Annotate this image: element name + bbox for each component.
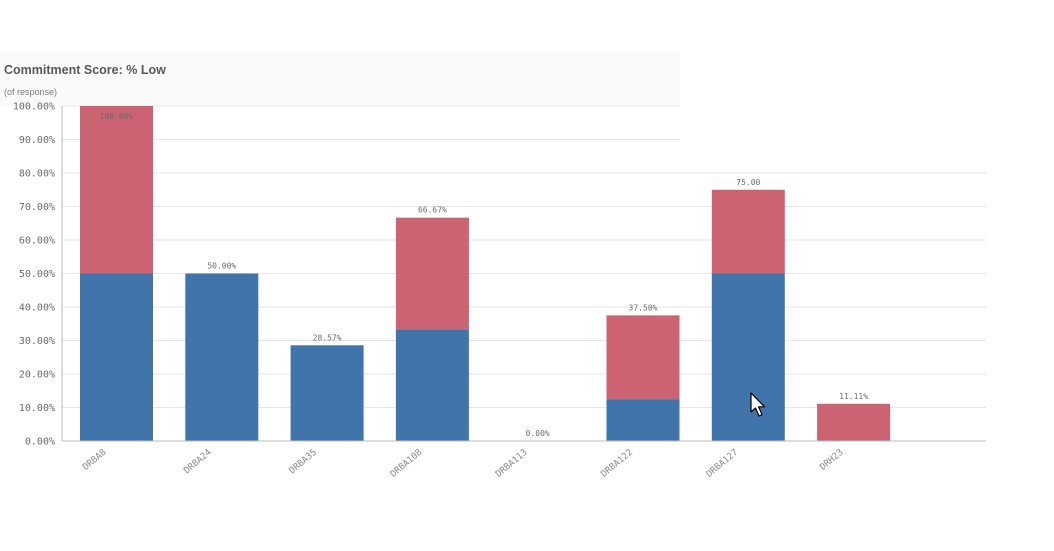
chart-header-background xyxy=(0,52,680,106)
y-tick-label: 20.00% xyxy=(19,370,55,381)
bar-segment-drba108-1[interactable] xyxy=(395,329,469,441)
x-tick-label: DRBA24 xyxy=(182,448,213,477)
bars[interactable] xyxy=(80,106,891,442)
data-label: 66.67% xyxy=(418,206,447,215)
bar-segment-drba8-1[interactable] xyxy=(80,273,153,442)
y-tick-label: 50.00% xyxy=(19,269,55,280)
y-tick-label: 60.00% xyxy=(19,236,55,247)
chart-subtitle: (of response) xyxy=(4,87,58,97)
data-label: 100.00% xyxy=(100,112,134,121)
y-tick-label: 80.00% xyxy=(19,169,55,180)
mouse-pointer-icon xyxy=(750,392,766,417)
y-tick-label: 90.00% xyxy=(19,135,55,146)
y-tick-label: 30.00% xyxy=(19,336,55,347)
data-label: 28.57% xyxy=(313,333,342,342)
data-label: 37.50% xyxy=(629,303,658,312)
bar-segment-drba127-1[interactable] xyxy=(711,273,785,442)
x-tick-label: DRBA127 xyxy=(705,448,740,480)
bar-segment-drba108-2[interactable] xyxy=(395,217,469,330)
x-tick-label: DRBA35 xyxy=(288,448,319,477)
y-tick-label: 100.00% xyxy=(13,102,55,113)
data-label: 50.00% xyxy=(207,262,236,271)
bar-segment-drba122-1[interactable] xyxy=(606,399,680,441)
chart-title: Commitment Score: % Low xyxy=(4,63,166,77)
bar-segment-drba24-1[interactable] xyxy=(185,273,259,442)
data-labels: 100.00% 50.00% 28.57% 66.67% 0.00% 37.50% 75.0… xyxy=(100,112,869,438)
bar-segment-drba35-1[interactable] xyxy=(290,345,364,441)
x-tick-label: DRBA8 xyxy=(81,448,108,473)
y-tick-label: 0.00% xyxy=(25,437,55,448)
bar-segment-drh23-2[interactable] xyxy=(817,403,891,441)
y-axis: 0.00% 10.00% 20.00% 30.00% 40.00% 50.00% 60.00… xyxy=(13,102,63,448)
x-axis: DRBA8 DRBA24 DRBA35 DRBA108 DRBA113 DRBA122 DR… xyxy=(62,440,986,480)
bar-segment-drba122-2[interactable] xyxy=(606,315,680,400)
y-tick-label: 10.00% xyxy=(19,403,55,414)
bar-segment-drba127-2[interactable] xyxy=(711,189,785,274)
data-label: 0.00% xyxy=(526,429,550,438)
x-tick-label: DRBA122 xyxy=(599,448,634,480)
y-tick-label: 40.00% xyxy=(19,303,55,314)
x-tick-label: DRBA113 xyxy=(494,448,529,480)
x-tick-label: DRBA108 xyxy=(389,448,424,480)
x-tick-label: DRH23 xyxy=(818,448,845,473)
data-label: 11.11% xyxy=(839,392,868,401)
data-label: 75.00 xyxy=(736,178,760,187)
y-tick-label: 70.00% xyxy=(19,202,55,213)
bar-segment-drba8-2[interactable] xyxy=(80,106,153,274)
